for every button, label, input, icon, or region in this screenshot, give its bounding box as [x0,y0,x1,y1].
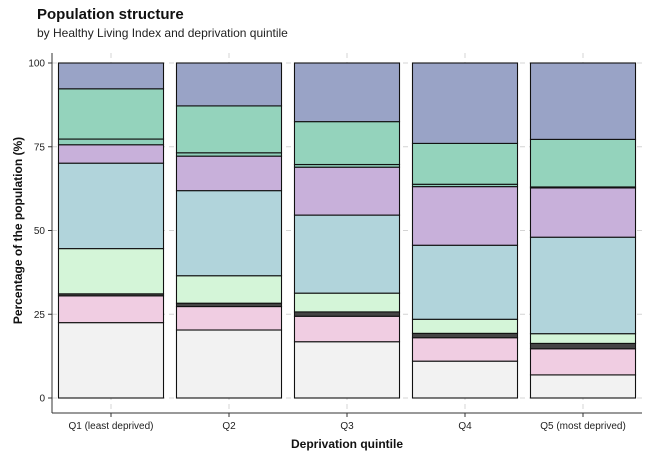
bar-segment [411,360,519,399]
bar-segment [57,62,165,90]
y-tick-label: 25 [34,310,46,321]
bar-segment [293,311,401,317]
bar-segment [411,244,519,320]
chart-subtitle: by Healthy Living Index and deprivation … [37,26,288,40]
bars [57,62,637,399]
bar-segment [175,62,283,107]
bar-segment [529,374,637,399]
bar-segment [411,337,519,362]
y-axis-title: Percentage of the population (%) [11,137,25,324]
bar-segment [57,144,165,164]
x-tick-label: Q1 (least deprived) [68,421,153,432]
bar-segment [529,236,637,335]
x-tick-label: Q3 [340,421,354,432]
bar-segment [529,187,637,238]
bar-segment [529,342,637,350]
y-tick-label: 100 [28,59,45,70]
bar-segment [411,142,519,185]
bar-segment [57,88,165,140]
bar-segment [175,329,283,399]
axes: 0 25 50 75 100 Q1 (least deprived) Q2 Q3 Q4 Q5 (m… [28,53,642,432]
bar-segment [529,348,637,376]
y-tick-label: 0 [39,394,45,405]
bar-segment [293,292,401,313]
bar-segment [529,62,637,140]
x-tick-label: Q2 [222,421,236,432]
bar-segment [57,162,165,250]
bar-segment [529,138,637,188]
bar-segment [293,214,401,294]
x-tick-label: Q5 (most deprived) [540,421,626,432]
bar-segment [293,341,401,399]
bar-segment [529,333,637,344]
bar-segment [293,62,401,123]
x-tick-label: Q4 [458,421,472,432]
bar-segment [57,295,165,324]
bar-segment [175,155,283,192]
y-tick-label: 75 [34,142,46,153]
bar-segment [411,62,519,144]
bar-segment [175,105,283,154]
bar-segment [57,248,165,295]
y-tick-label: 50 [34,226,46,237]
bar-segment [293,166,401,216]
chart-title: Population structure [37,6,184,23]
bar-segment [175,275,283,304]
bar-segment [175,190,283,277]
bar-segment [293,315,401,343]
bar-segment [57,322,165,399]
bar-segment [293,121,401,166]
bar-segment [411,332,519,339]
bar-segment [411,318,519,334]
bar-segment [411,186,519,246]
bar-segment [175,305,283,331]
x-axis-title: Deprivation quintile [291,437,403,451]
bar-segment [57,138,165,146]
